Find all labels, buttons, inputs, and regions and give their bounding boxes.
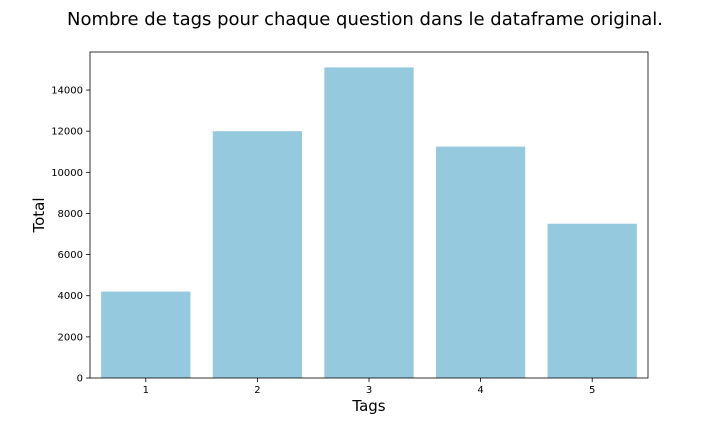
x-tick-label: 5 — [589, 385, 595, 396]
x-tick-label: 3 — [366, 385, 372, 396]
y-tick-label: 0 — [77, 374, 83, 385]
y-tick-label: 8000 — [58, 209, 83, 220]
x-axis-ticks: 1 2 3 4 5 — [143, 378, 595, 396]
bars-group — [101, 67, 637, 379]
plot-frame — [89, 51, 649, 379]
chart-title: Nombre de tags pour chaque question dans… — [67, 9, 663, 30]
bar-2 — [212, 131, 303, 378]
bar-1 — [101, 291, 191, 378]
y-tick-label: 12000 — [51, 127, 83, 138]
x-tick-label: 1 — [143, 385, 149, 396]
x-tick-label: 4 — [477, 385, 483, 396]
y-tick-label: 14000 — [51, 86, 83, 97]
bar-4 — [435, 146, 526, 378]
y-tick-label: 6000 — [58, 250, 83, 261]
y-axis-ticks: 0 2000 4000 6000 8000 10000 12000 14000 — [51, 86, 90, 385]
y-tick-label: 10000 — [51, 168, 83, 179]
bar-3 — [324, 67, 414, 379]
bar-5 — [547, 223, 637, 378]
y-tick-label: 4000 — [58, 291, 83, 302]
y-axis-label: Total — [30, 197, 48, 233]
y-tick-label: 2000 — [58, 332, 83, 343]
x-tick-label: 2 — [254, 385, 260, 396]
x-axis-label: Tags — [351, 397, 385, 415]
